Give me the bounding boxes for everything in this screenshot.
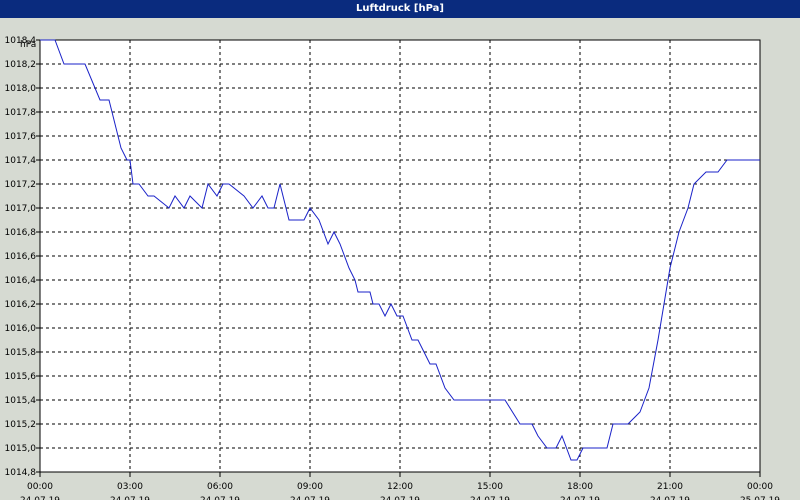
x-tick-date: 24.07.19: [110, 496, 150, 500]
x-tick-time: 21:00: [657, 482, 683, 492]
x-tick-date: 24.07.19: [200, 496, 240, 500]
y-tick-label: 1016,6: [5, 252, 37, 262]
x-tick-date: 24.07.19: [560, 496, 600, 500]
y-tick-label: 1016,0: [5, 324, 37, 334]
y-tick-label: 1014,8: [5, 468, 37, 478]
y-tick-label: 1017,6: [5, 132, 37, 142]
x-tick-time: 15:00: [477, 482, 503, 492]
y-tick-label: 1015,6: [5, 372, 37, 382]
y-tick-label: 1015,2: [5, 420, 37, 430]
x-tick-time: 00:00: [747, 482, 773, 492]
x-tick-time: 06:00: [207, 482, 233, 492]
y-tick-label: 1018,4: [5, 36, 37, 46]
x-tick-time: 09:00: [297, 482, 323, 492]
y-tick-label: 1017,2: [5, 180, 37, 190]
y-tick-labels: 1018,4 1018,2 1018,0 1017,8 1017,6 1017,4 1017…: [5, 36, 40, 478]
y-tick-label: 1017,4: [5, 156, 37, 166]
x-tick-date: 24.07.19: [20, 496, 60, 500]
y-tick-label: 1015,0: [5, 444, 37, 454]
y-tick-label: 1017,8: [5, 108, 37, 118]
y-tick-label: 1018,0: [5, 84, 37, 94]
x-tick-date: 25.07.19: [740, 496, 780, 500]
y-tick-label: 1016,2: [5, 300, 37, 310]
y-tick-label: 1015,4: [5, 396, 37, 406]
x-tick-time: 12:00: [387, 482, 413, 492]
x-tick-date: 24.07.19: [650, 496, 690, 500]
x-tick-time: 18:00: [567, 482, 593, 492]
x-tick-labels: 00:00 24.07.19 03:00 24.07.19 06:00 24.07.19 0…: [20, 472, 780, 500]
y-axis-label: hPa: [20, 40, 36, 50]
x-tick-date: 24.07.19: [290, 496, 330, 500]
series-line-luftdruck: [40, 39, 760, 461]
y-tick-label: 1015,8: [5, 348, 37, 358]
x-tick-date: 24.07.19: [470, 496, 510, 500]
x-tick-time: 00:00: [27, 482, 53, 492]
grid-lines: [40, 40, 760, 472]
chart-title: Luftdruck [hPa]: [0, 0, 800, 18]
x-tick-date: 24.07.19: [380, 496, 420, 500]
x-tick-time: 03:00: [117, 482, 143, 492]
y-tick-label: 1016,4: [5, 276, 37, 286]
y-tick-label: 1016,8: [5, 228, 37, 238]
y-tick-label: 1018,2: [5, 60, 37, 70]
y-tick-label: 1017,0: [5, 204, 37, 214]
